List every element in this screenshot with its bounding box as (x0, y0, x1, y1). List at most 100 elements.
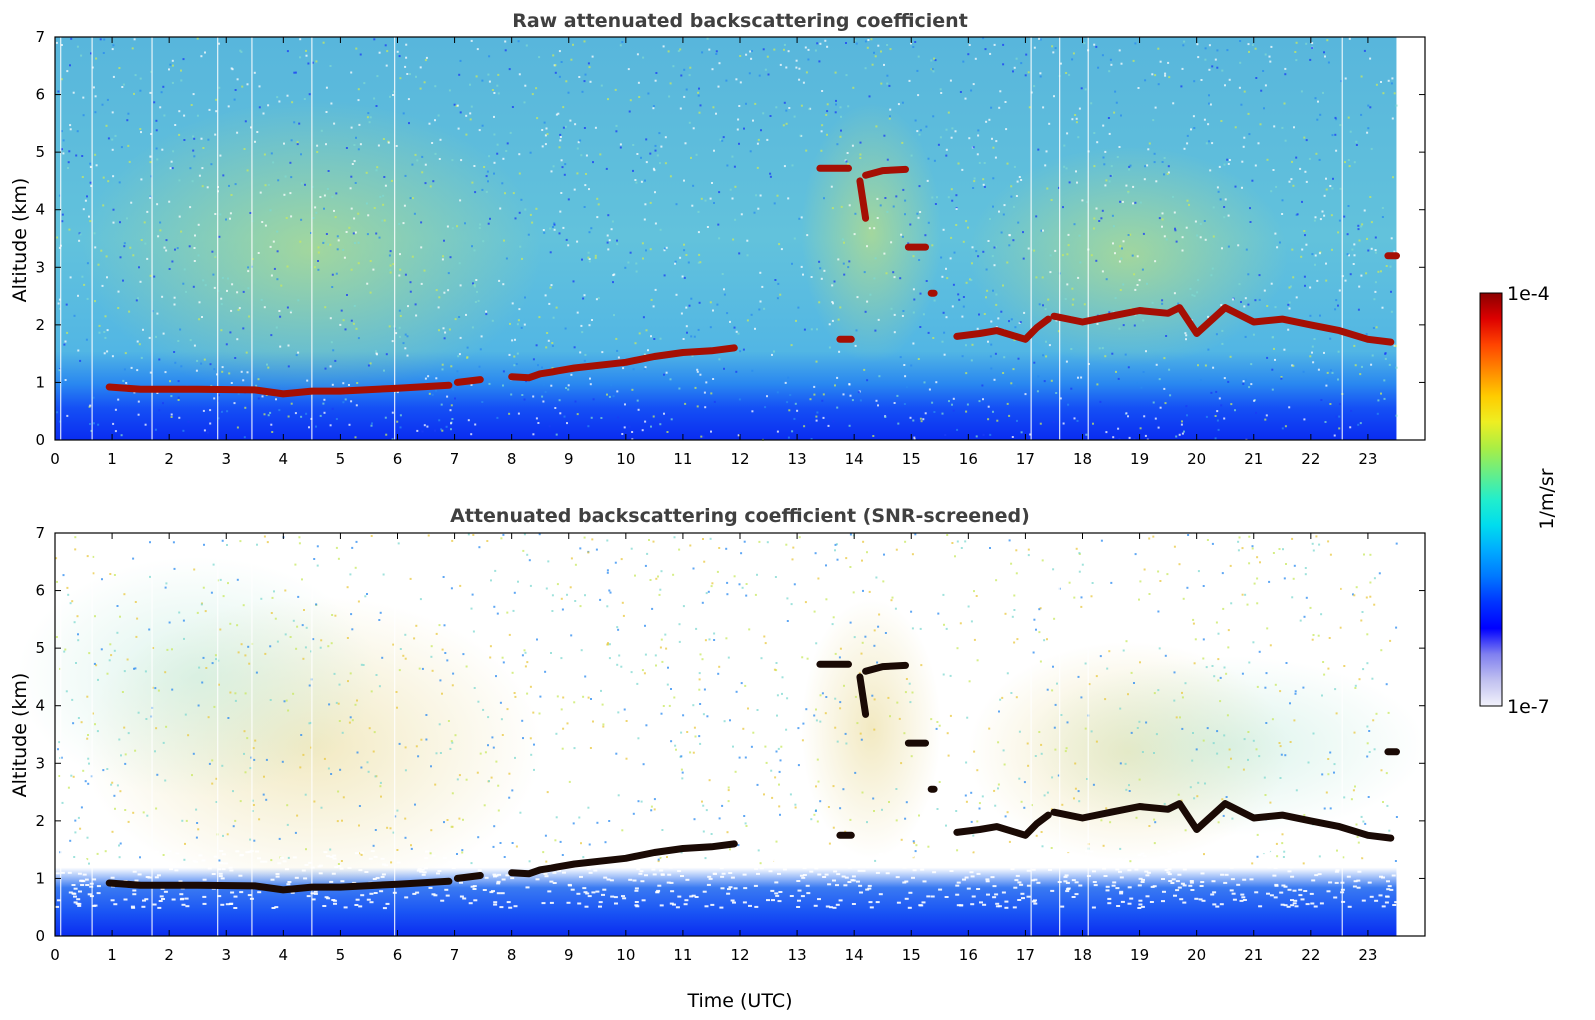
speckle (1369, 553, 1372, 556)
speckle (110, 783, 113, 786)
speckle (624, 266, 627, 269)
speckle (457, 355, 460, 358)
screened-gap (795, 855, 800, 858)
speckle (1077, 790, 1080, 793)
speckle (1389, 265, 1392, 268)
speckle (351, 546, 354, 549)
speckle (785, 728, 788, 731)
screened-gap (920, 868, 925, 871)
speckle (1193, 797, 1196, 800)
speckle (543, 231, 546, 234)
speckle (1251, 545, 1254, 548)
speckle (809, 398, 812, 401)
speckle (876, 661, 879, 664)
speckle (601, 351, 604, 354)
speckle (80, 721, 83, 724)
speckle (1354, 364, 1357, 367)
speckle (1264, 418, 1267, 421)
speckle (873, 51, 875, 54)
speckle (672, 65, 675, 68)
speckle (746, 319, 749, 322)
speckle (1223, 216, 1226, 219)
screened-gap (508, 906, 513, 909)
speckle (965, 761, 968, 764)
x-tick-label: 15 (902, 450, 921, 468)
speckle (104, 850, 107, 853)
speckle (558, 75, 561, 78)
speckle (895, 548, 898, 551)
speckle (1263, 107, 1265, 110)
speckle (357, 337, 360, 340)
speckle (164, 371, 167, 374)
speckle (1163, 357, 1166, 360)
speckle (732, 238, 735, 241)
speckle (919, 417, 922, 420)
speckle (1063, 165, 1066, 168)
speckle (787, 376, 790, 379)
screened-gap (157, 906, 162, 909)
speckle (1303, 136, 1306, 139)
speckle (75, 154, 78, 157)
speckle (813, 610, 816, 613)
speckle (711, 182, 713, 184)
speckle (1139, 580, 1142, 583)
screened-gap (185, 905, 190, 908)
speckle (991, 255, 994, 258)
speckle (146, 814, 149, 817)
speckle (1205, 666, 1208, 669)
speckle (932, 115, 935, 118)
speckle (1181, 67, 1184, 70)
speckle (1338, 427, 1341, 430)
screened-gap (726, 863, 731, 866)
screened-gap (1020, 850, 1025, 853)
speckle (392, 831, 395, 834)
screened-gap (55, 905, 60, 908)
speckle (1197, 56, 1200, 59)
speckle (179, 328, 182, 331)
screened-gap (772, 859, 777, 862)
speckle (795, 66, 798, 69)
speckle (118, 67, 121, 69)
speckle (542, 383, 545, 386)
speckle (632, 812, 635, 815)
speckle (566, 593, 568, 596)
speckle (800, 216, 803, 219)
speckle (804, 46, 807, 49)
speckle (103, 352, 106, 355)
speckle (1178, 563, 1181, 566)
screened-gap (92, 878, 97, 881)
speckle (266, 541, 269, 544)
speckle (304, 646, 307, 649)
screened-gap (640, 865, 645, 868)
speckle (390, 861, 393, 864)
speckle (195, 836, 198, 839)
screened-gap (553, 862, 558, 865)
screened-gap (675, 906, 680, 909)
speckle (684, 402, 687, 405)
screened-gap (977, 864, 982, 867)
speckle (1108, 650, 1111, 653)
speckle (718, 237, 721, 240)
speckle (1264, 84, 1267, 87)
speckle (815, 415, 818, 418)
speckle (437, 114, 440, 117)
speckle (683, 249, 686, 252)
speckle (608, 395, 611, 398)
speckle (200, 362, 203, 365)
speckle (1132, 202, 1134, 205)
screened-gap (154, 876, 159, 879)
speckle (775, 840, 778, 843)
screened-gap (639, 870, 644, 873)
speckle (795, 59, 798, 62)
screened-gap (1361, 899, 1366, 902)
speckle (1212, 206, 1215, 209)
speckle (1065, 72, 1068, 74)
speckle (454, 734, 457, 737)
speckle (286, 306, 289, 309)
speckle (745, 825, 748, 827)
screened-gap (428, 886, 433, 889)
speckle (310, 232, 312, 234)
speckle (350, 175, 353, 178)
screened-gap (1334, 870, 1339, 873)
speckle (916, 212, 919, 215)
